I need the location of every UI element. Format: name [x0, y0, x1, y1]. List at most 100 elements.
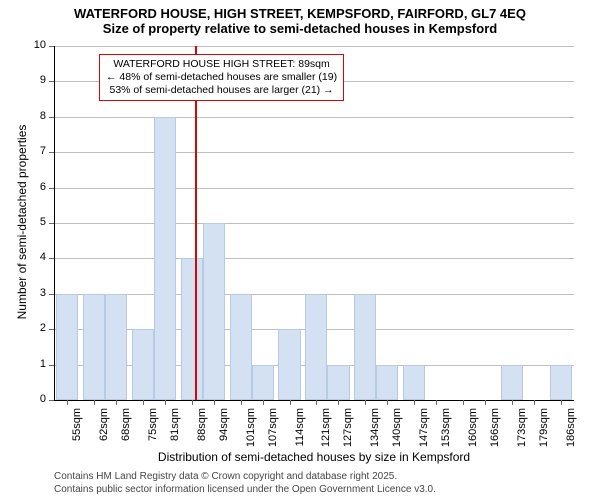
x-axis-label: Distribution of semi-detached houses by … [54, 450, 574, 464]
xtick-mark [414, 400, 415, 405]
callout-line-1: WATERFORD HOUSE HIGH STREET: 89sqm [106, 58, 337, 71]
ytick-label: 9 [40, 74, 46, 86]
xtick-mark [241, 400, 242, 405]
xtick-mark [67, 400, 68, 405]
ytick-label: 8 [40, 110, 46, 122]
marker-callout: WATERFORD HOUSE HIGH STREET: 89sqm ← 48%… [99, 54, 344, 101]
xtick-mark [534, 400, 535, 405]
histogram-bar [132, 329, 154, 400]
ytick-label: 7 [40, 145, 46, 157]
histogram-bar [278, 329, 300, 400]
histogram-bar [203, 223, 225, 400]
xtick-label: 160sqm [467, 408, 479, 448]
ytick-label: 2 [40, 322, 46, 334]
xtick-label: 166sqm [489, 408, 501, 448]
ytick-label: 5 [40, 216, 46, 228]
xtick-label: 121sqm [320, 408, 332, 448]
footer-attribution: Contains HM Land Registry data © Crown c… [54, 470, 436, 496]
x-axis-line [54, 400, 574, 401]
xtick-label: 114sqm [294, 408, 306, 448]
histogram-bar [56, 294, 78, 400]
histogram-bar [83, 294, 105, 400]
chart-header: WATERFORD HOUSE, HIGH STREET, KEMPSFORD,… [0, 0, 600, 36]
xtick-label: 75sqm [147, 408, 159, 448]
gridline [54, 46, 574, 47]
title-line-1: WATERFORD HOUSE, HIGH STREET, KEMPSFORD,… [0, 6, 600, 21]
xtick-label: 68sqm [120, 408, 132, 448]
ytick-mark [49, 117, 54, 118]
xtick-label: 173sqm [516, 408, 528, 448]
histogram-bar [105, 294, 127, 400]
xtick-mark [365, 400, 366, 405]
xtick-mark [143, 400, 144, 405]
xtick-mark [290, 400, 291, 405]
xtick-label: 140sqm [391, 408, 403, 448]
ytick-mark [49, 152, 54, 153]
gridline [54, 258, 574, 259]
xtick-mark [116, 400, 117, 405]
ytick-label: 10 [34, 39, 46, 51]
chart-container: WATERFORD HOUSE, HIGH STREET, KEMPSFORD,… [0, 0, 600, 500]
ytick-label: 0 [40, 393, 46, 405]
ytick-label: 1 [40, 358, 46, 370]
histogram-bar [327, 365, 349, 400]
xtick-mark [387, 400, 388, 405]
title-line-2: Size of property relative to semi-detach… [0, 21, 600, 36]
xtick-mark [338, 400, 339, 405]
callout-line-2: ← 48% of semi-detached houses are smalle… [106, 71, 337, 84]
footer-line-1: Contains HM Land Registry data © Crown c… [54, 470, 436, 483]
xtick-label: 94sqm [218, 408, 230, 448]
xtick-mark [436, 400, 437, 405]
gridline [54, 117, 574, 118]
ytick-mark [49, 223, 54, 224]
xtick-label: 186sqm [565, 408, 577, 448]
xtick-label: 134sqm [369, 408, 381, 448]
xtick-mark [214, 400, 215, 405]
xtick-label: 107sqm [267, 408, 279, 448]
gridline [54, 152, 574, 153]
histogram-bar [230, 294, 252, 400]
callout-line-3: 53% of semi-detached houses are larger (… [106, 84, 337, 97]
xtick-mark [463, 400, 464, 405]
xtick-label: 127sqm [342, 408, 354, 448]
xtick-mark [485, 400, 486, 405]
ytick-mark [49, 46, 54, 47]
ytick-mark [49, 294, 54, 295]
gridline [54, 188, 574, 189]
histogram-bar [376, 365, 398, 400]
ytick-label: 3 [40, 287, 46, 299]
ytick-mark [49, 400, 54, 401]
ytick-mark [49, 365, 54, 366]
xtick-label: 153sqm [440, 408, 452, 448]
histogram-bar [550, 365, 572, 400]
ytick-label: 4 [40, 251, 46, 263]
y-axis-label: Number of semi-detached properties [15, 45, 29, 399]
xtick-label: 147sqm [418, 408, 430, 448]
xtick-mark [561, 400, 562, 405]
histogram-bar [354, 294, 376, 400]
xtick-mark [192, 400, 193, 405]
ytick-mark [49, 258, 54, 259]
histogram-bar [403, 365, 425, 400]
ytick-mark [49, 188, 54, 189]
xtick-label: 62sqm [98, 408, 110, 448]
xtick-mark [263, 400, 264, 405]
xtick-mark [316, 400, 317, 405]
xtick-mark [94, 400, 95, 405]
gridline [54, 223, 574, 224]
xtick-label: 88sqm [196, 408, 208, 448]
xtick-label: 55sqm [71, 408, 83, 448]
ytick-mark [49, 329, 54, 330]
histogram-bar [501, 365, 523, 400]
xtick-label: 101sqm [245, 408, 257, 448]
y-axis-line [54, 46, 55, 400]
xtick-label: 81sqm [169, 408, 181, 448]
ytick-label: 6 [40, 181, 46, 193]
xtick-label: 179sqm [538, 408, 550, 448]
xtick-mark [165, 400, 166, 405]
footer-line-2: Contains public sector information licen… [54, 483, 436, 496]
histogram-bar [154, 117, 176, 400]
histogram-bar [305, 294, 327, 400]
xtick-mark [512, 400, 513, 405]
ytick-mark [49, 81, 54, 82]
